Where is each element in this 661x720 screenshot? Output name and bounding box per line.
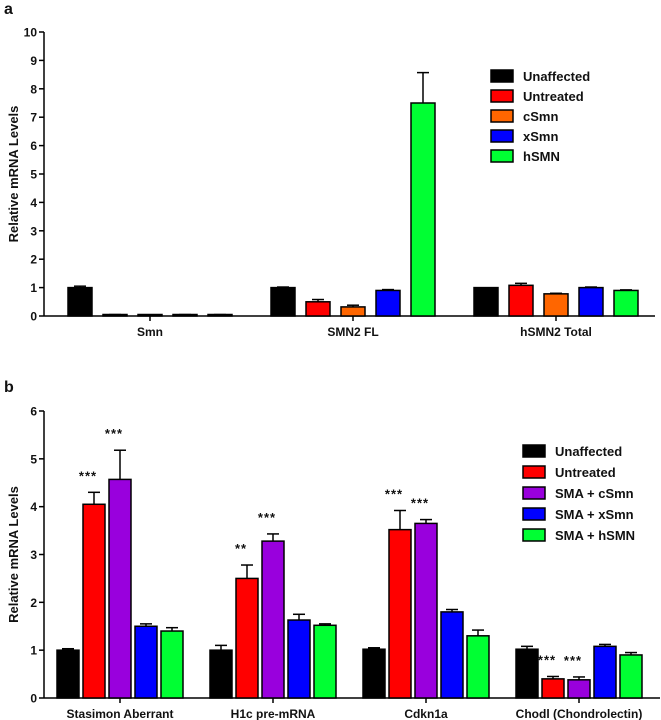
y-tick-label: 2	[30, 253, 37, 267]
bar-unaffected	[67, 286, 93, 317]
bar-sma-hsmn	[466, 635, 490, 699]
bar-xsmn	[172, 313, 198, 317]
bar-hsmn	[207, 313, 233, 317]
y-tick-label: 4	[30, 500, 37, 514]
y-tick-label: 2	[30, 596, 37, 610]
legend: Unaffected Untreated cSmn xSmn hSMN	[490, 69, 590, 164]
y-tick-label: 3	[30, 224, 37, 238]
y-tick-label: 6	[30, 405, 37, 419]
category-label: hSMN2 Total	[520, 325, 592, 339]
legend-swatch	[522, 507, 546, 521]
significance-marker: ***	[538, 652, 556, 667]
y-tick-label: 0	[30, 310, 37, 324]
y-axis-label: Relative mRNA Levels	[6, 106, 21, 243]
panel-label: a	[4, 1, 13, 18]
bar-unaffected	[209, 649, 233, 699]
bar-sma-hsmn	[313, 624, 337, 699]
significance-marker: ***	[564, 653, 582, 668]
category-label: SMN2 FL	[327, 325, 378, 339]
legend-label: xSmn	[523, 129, 558, 144]
y-tick-label: 9	[30, 54, 37, 68]
significance-marker: ***	[385, 486, 403, 501]
bar-unaffected	[515, 648, 539, 699]
y-tick-label: 5	[30, 168, 37, 182]
legend-swatch	[490, 129, 514, 143]
bar-untreated	[388, 528, 412, 699]
y-tick-label: 7	[30, 111, 37, 125]
bar-xsmn	[578, 286, 604, 317]
bar-csmn	[340, 306, 366, 317]
significance-marker: ***	[258, 510, 276, 525]
y-tick-label: 4	[30, 196, 37, 210]
bar-unaffected	[362, 648, 386, 699]
y-tick-label: 5	[30, 452, 37, 466]
legend-swatch	[490, 149, 514, 163]
legend-swatch	[522, 465, 546, 479]
category-label: Stasimon Aberrant	[67, 707, 174, 720]
y-tick-label: 3	[30, 548, 37, 562]
bar-sma-csmn	[567, 679, 591, 699]
bar-unaffected	[270, 286, 296, 317]
bar-untreated	[541, 678, 565, 699]
significance-marker: ***	[79, 468, 97, 483]
panel-label: b	[4, 379, 14, 396]
legend-swatch	[490, 69, 514, 83]
bar-unaffected	[473, 286, 499, 317]
bar-untreated	[102, 313, 128, 317]
bar-sma-xsmn	[440, 611, 464, 699]
legend-label: SMA + hSMN	[555, 528, 635, 543]
legend-swatch	[490, 109, 514, 123]
y-tick-label: 6	[30, 139, 37, 153]
legend-swatch	[522, 528, 546, 542]
panel-a: a 0 1 2 3 4 5 6 7 8 9 10 Relative mRNA Levels Smn SMN2…	[4, 1, 655, 339]
bar-xsmn	[375, 289, 401, 317]
bar-sma-csmn	[108, 478, 132, 699]
y-tick-label: 1	[30, 281, 37, 295]
y-tick-label: 8	[30, 82, 37, 96]
bar-sma-hsmn	[160, 630, 184, 699]
bar-unaffected	[56, 649, 80, 699]
y-axis-label: Relative mRNA Levels	[6, 486, 21, 623]
legend-label: Untreated	[555, 465, 616, 480]
significance-marker: **	[235, 541, 247, 556]
legend-label: Unaffected	[523, 69, 590, 84]
legend-label: hSMN	[523, 149, 560, 164]
y-tick-label: 0	[30, 692, 37, 706]
legend-swatch	[522, 486, 546, 500]
panel-b: b 0 1 2 3 4 5 6 Relative mRNA Levels Stasimon Abe…	[4, 379, 660, 720]
significance-marker: ***	[105, 426, 123, 441]
legend: Unaffected Untreated SMA + cSmn SMA + xSmn S…	[522, 444, 635, 543]
bar-sma-xsmn	[593, 645, 617, 699]
category-label: Smn	[137, 325, 163, 339]
bar-sma-hsmn	[619, 654, 643, 699]
bar-untreated	[82, 503, 106, 699]
bar-untreated	[235, 577, 259, 699]
bar-sma-csmn	[414, 522, 438, 699]
legend-label: SMA + xSmn	[555, 507, 634, 522]
bar-sma-csmn	[261, 540, 285, 699]
category-label: H1c pre-mRNA	[231, 707, 316, 720]
y-tick-label: 1	[30, 644, 37, 658]
bar-hsmn	[613, 289, 639, 317]
category-label: Chodl (Chondrolectin)	[516, 707, 643, 720]
legend-label: Unaffected	[555, 444, 622, 459]
legend-swatch	[522, 444, 546, 458]
legend-swatch	[490, 89, 514, 103]
legend-label: Untreated	[523, 89, 584, 104]
legend-label: cSmn	[523, 109, 558, 124]
bar-sma-xsmn	[287, 619, 311, 699]
legend-label: SMA + cSmn	[555, 486, 634, 501]
category-label: Cdkn1a	[404, 707, 448, 720]
bar-hsmn	[410, 102, 436, 317]
bar-sma-xsmn	[134, 625, 158, 699]
bar-untreated	[305, 301, 331, 317]
y-tick-label: 10	[24, 26, 38, 40]
bar-csmn	[543, 293, 569, 317]
bar-untreated	[508, 284, 534, 317]
significance-marker: ***	[411, 496, 429, 511]
bar-csmn	[137, 313, 163, 317]
